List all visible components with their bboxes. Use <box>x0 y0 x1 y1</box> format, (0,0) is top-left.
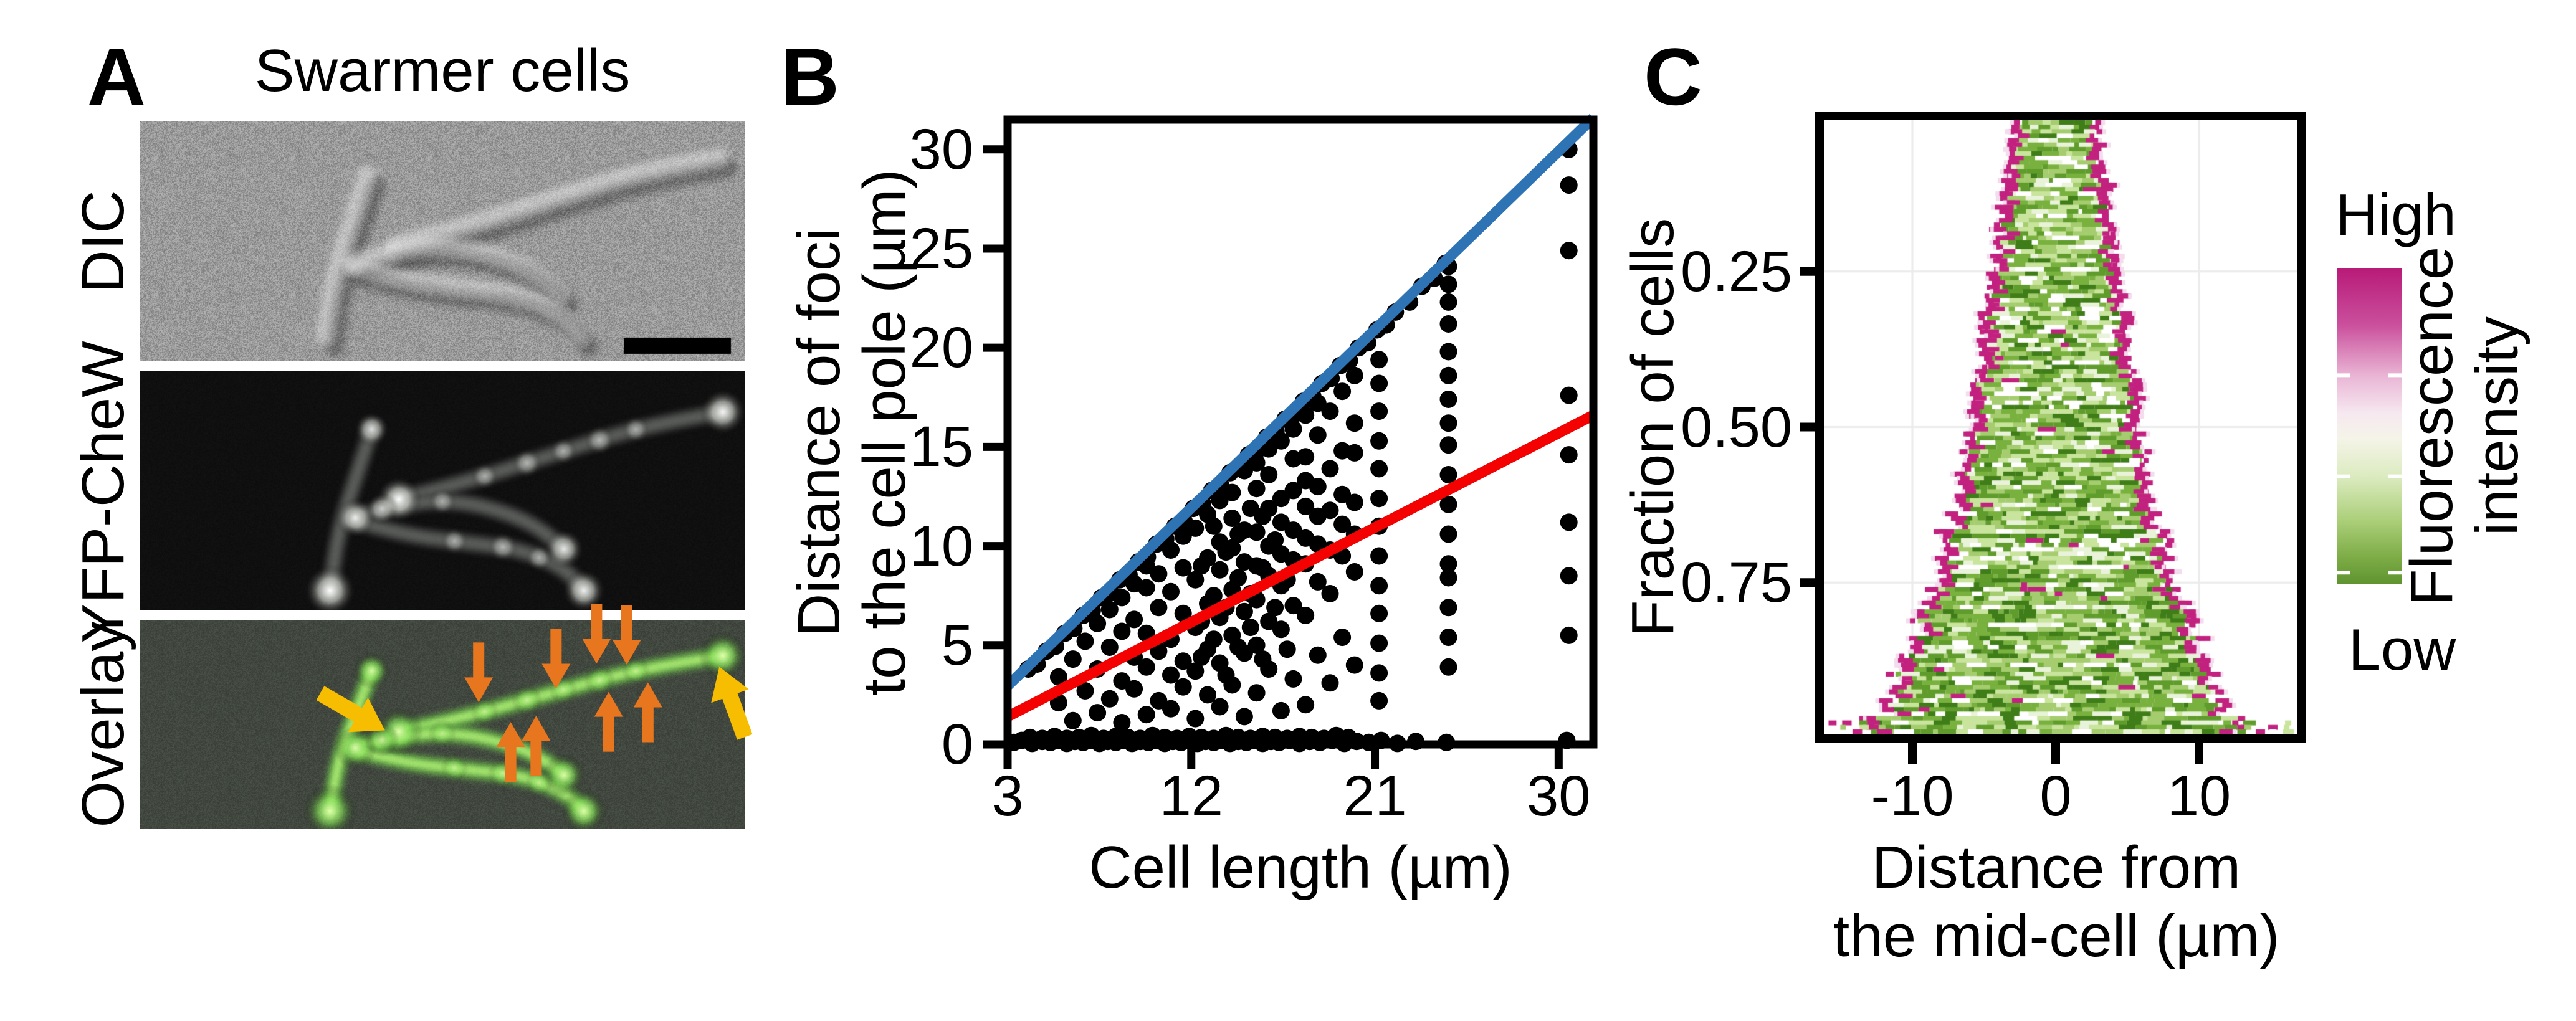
colorbar-high-label: High <box>2335 182 2456 247</box>
colorbar <box>2337 268 2402 584</box>
diagonal-reference-line <box>1004 113 1597 690</box>
b-x-tick-label: 21 <box>1343 764 1407 828</box>
b-y-tick-label: 0 <box>941 713 973 776</box>
c-y-tick-label: 0.75 <box>1680 551 1792 615</box>
colorbar-title-line2: intensity <box>2464 316 2531 536</box>
row-label-dic: DIC <box>70 190 136 293</box>
yfp-chew-micrograph <box>140 371 745 610</box>
overlay-micrograph <box>140 620 745 829</box>
b-x-tick-label: 12 <box>1159 764 1223 828</box>
b-y-tick-label: 20 <box>909 316 973 380</box>
b-x-axis-label: Cell length (µm) <box>1089 834 1512 901</box>
c-x-axis-label-line2: the mid-cell (µm) <box>1833 903 2280 969</box>
midcell-reference-line <box>1005 410 1596 721</box>
row-label-yfp-chew: YFP-CheW <box>70 341 136 643</box>
c-y-tick-label: 0.25 <box>1680 239 1792 303</box>
colorbar-low-label: Low <box>2348 617 2456 682</box>
panel-letter-b: B <box>781 31 839 122</box>
b-x-tick-label: 3 <box>991 764 1024 828</box>
b-y-tick-label: 15 <box>909 415 973 479</box>
b-y-tick-label: 5 <box>941 613 973 677</box>
dic-micrograph <box>140 121 745 361</box>
b-ticks <box>983 145 1563 769</box>
demograph-heatmap <box>1824 120 2297 734</box>
b-y-tick-label: 10 <box>909 514 973 578</box>
b-axes-box <box>1003 115 1598 749</box>
c-x-axis-label-line1: Distance from <box>1871 834 2241 901</box>
panel-letter-a: A <box>87 31 146 122</box>
c-x-tick-label: -10 <box>1871 764 1954 828</box>
panel-letter-c: C <box>1644 31 1702 122</box>
panel-a-title: Swarmer cells <box>254 37 631 104</box>
colorbar-title-line1: Fluorescence <box>2398 246 2465 606</box>
b-x-tick-label: 30 <box>1527 764 1591 828</box>
b-y-tick-label: 25 <box>909 216 973 280</box>
panel-b-plot <box>983 113 1598 769</box>
c-x-tick-label: 10 <box>2167 764 2231 828</box>
scatter-points <box>1004 140 1578 753</box>
c-x-tick-label: 0 <box>2039 764 2072 828</box>
colorbar-gradient <box>2337 268 2402 584</box>
b-y-tick-label: 30 <box>909 117 973 181</box>
c-y-tick-label: 0.50 <box>1680 395 1792 459</box>
row-label-overlay: Overlay <box>70 621 136 828</box>
